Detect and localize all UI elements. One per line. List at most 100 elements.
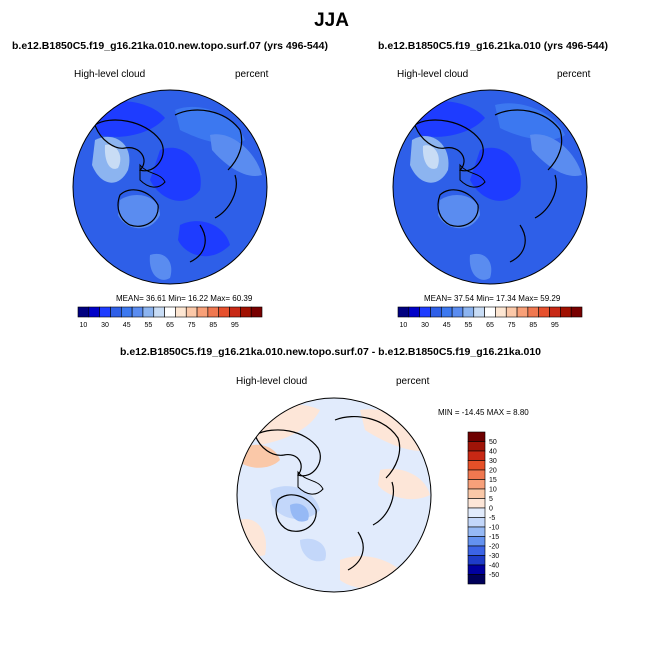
panel3-stats: MIN = -14.45 MAX = 8.80 [438, 408, 529, 417]
panel3-coastline [275, 494, 317, 532]
panel2-map [393, 90, 587, 284]
panel3-colorbar-box [467, 526, 486, 537]
panel1-field-region [175, 106, 245, 145]
panel3-colorbar-tick-label: 5 [489, 496, 493, 503]
panel1-colorbar-box [250, 306, 263, 318]
panel3-field-region [378, 468, 430, 500]
panel2-colorbar-box [440, 306, 453, 318]
panel3-colorbar-box [467, 507, 486, 518]
panel2-colorbar-tick-label: 30 [421, 322, 429, 329]
panel3-colorbar-box [467, 536, 486, 547]
panel1-colorbar-box [218, 306, 230, 318]
panel1-colorbar-box [77, 306, 90, 318]
panel2-colorbar-box [549, 306, 561, 318]
panel3-colorbar-tick-label: -10 [489, 525, 499, 532]
panel1-colorbar-box [207, 306, 220, 318]
panel2-colorbar: 10 30 45 55 65 75 85 95 [397, 306, 583, 329]
panel3-colorbar-tick-label: -30 [489, 553, 499, 560]
panel1-colorbar-box [131, 306, 144, 318]
panel1-stats: MEAN= 36.61 Min= 16.22 Max= 60.39 [116, 294, 253, 303]
panel2-map-border [392, 89, 588, 285]
panel1-variable-label: High-level cloud [74, 69, 146, 80]
panel3-colorbar-box [467, 488, 486, 499]
panel2-colorbar-box [451, 306, 464, 318]
panel3-colorbar-box [467, 555, 486, 566]
panel3-field-base [237, 398, 431, 592]
panel2-colorbar-box [560, 306, 572, 318]
panel2-colorbar-tick-label: 85 [529, 322, 537, 329]
panel2-stats: MEAN= 37.54 Min= 17.34 Max= 59.29 [424, 294, 561, 303]
panel3-colorbar-box [467, 498, 486, 509]
panel2-colorbar-box [538, 306, 550, 318]
panel1-title: b.e12.B1850C5.f19_g16.21ka.010.new.topo.… [12, 40, 328, 52]
panel3-field-region [360, 409, 430, 451]
panel1-colorbar: 10 30 45 55 65 75 85 95 [77, 306, 263, 329]
panel2-field-region [422, 145, 439, 169]
panel2-colorbar-box [495, 306, 507, 318]
panel1-field-region [104, 144, 121, 169]
panel2-colorbar-box [516, 306, 529, 318]
panel1-map-border [72, 89, 268, 285]
panel2-colorbar-box [484, 306, 496, 318]
panel1-colorbar-box [142, 306, 155, 318]
panel3-colorbar-tick-label: 40 [489, 449, 497, 456]
panel1-colorbar-box [240, 306, 252, 318]
panel3-colorbar-tick-label: -20 [489, 544, 499, 551]
panel3-colorbar-tick-label: 20 [489, 468, 497, 475]
panel3-colorbar-tick-label: -5 [489, 515, 495, 522]
panel1-colorbar-box [120, 306, 133, 318]
panel2-colorbar-tick-label: 45 [443, 322, 451, 329]
panel1-field-region [178, 221, 230, 257]
panel1-colorbar-tick-label: 85 [209, 322, 217, 329]
panel3-title: b.e12.B1850C5.f19_g16.21ka.010.new.topo.… [120, 346, 542, 358]
panel1-colorbar-box [175, 306, 187, 318]
panel1-colorbar-tick-label: 65 [166, 322, 174, 329]
panel3-colorbar-box [467, 564, 486, 575]
panel3-colorbar-box [467, 545, 486, 556]
panel3-colorbar-box [467, 431, 486, 442]
panel3-colorbar-box [467, 441, 486, 452]
panel2-colorbar-tick-label: 95 [551, 322, 559, 329]
panel1-colorbar-box [110, 306, 122, 318]
panel3-colorbar-tick-label: 30 [489, 458, 497, 465]
panel3-colorbar-tick-label: 50 [489, 439, 497, 446]
panel2-colorbar-box [473, 306, 485, 318]
panel3-coastline [334, 416, 401, 571]
panel2-colorbar-tick-label: 55 [464, 322, 472, 329]
panel3-colorbar-box [467, 517, 486, 528]
panel1-colorbar-tick-label: 95 [231, 322, 239, 329]
panel1-colorbar-box [99, 306, 111, 318]
panel2-colorbar-tick-label: 75 [508, 322, 516, 329]
panel2-colorbar-box [408, 306, 420, 318]
panel2-colorbar-tick-label: 65 [486, 322, 494, 329]
panel3-colorbar-tick-label: -15 [489, 534, 499, 541]
panel1-colorbar-box [88, 306, 100, 318]
panel2-colorbar-box [505, 306, 518, 318]
panel3-colorbar-tick-label: 10 [489, 487, 497, 494]
panel1-map [73, 90, 267, 284]
panel3-field-region [290, 503, 309, 522]
panel2-colorbar-tick-label: 10 [400, 322, 408, 329]
panel1-colorbar-box [185, 306, 198, 318]
panel2-colorbar-box [527, 306, 540, 318]
panel3-colorbar-tick-label: -50 [489, 572, 499, 579]
panel3-colorbar-box [467, 469, 486, 480]
panel1-field-region [149, 253, 172, 280]
panel2-coastline [459, 163, 486, 188]
panel1-colorbar-tick-label: 55 [144, 322, 152, 329]
panel3-coastline [297, 470, 324, 495]
panel3-map-border [236, 397, 432, 593]
panel3-field-region [240, 444, 280, 468]
panel1-units-label: percent [235, 69, 269, 80]
panel3-variable-label: High-level cloud [236, 376, 308, 387]
panel1-colorbar-box [153, 306, 165, 318]
panel2-coastline [494, 109, 563, 263]
panel2-field-region [470, 147, 521, 201]
panel3-map [237, 398, 431, 592]
panel2-variable-label: High-level cloud [397, 69, 469, 80]
panel2-field-region [530, 134, 582, 176]
panel1-colorbar-tick-label: 45 [123, 322, 131, 329]
panel3-colorbar-tick-label: 0 [489, 506, 493, 513]
